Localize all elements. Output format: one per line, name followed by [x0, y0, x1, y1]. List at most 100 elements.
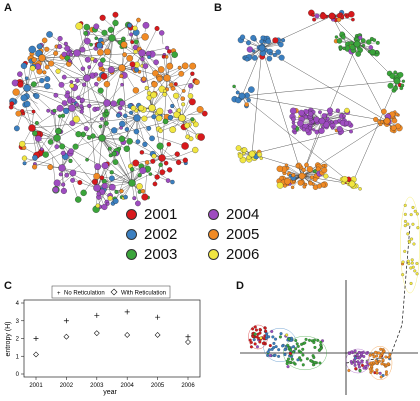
network-node [372, 38, 377, 42]
network-edge [86, 77, 98, 189]
network-node [24, 100, 31, 108]
network-node [83, 126, 89, 131]
x-tick-label: 2002 [60, 383, 74, 389]
network-node [278, 54, 285, 61]
network-hub [68, 104, 76, 112]
scatter-point [285, 359, 289, 363]
network-hub [83, 74, 91, 82]
network-node [9, 101, 15, 107]
network-node [118, 105, 123, 111]
network-node [91, 178, 98, 185]
projection-scatter [240, 196, 420, 395]
network-node [309, 175, 314, 180]
network-node [189, 62, 197, 70]
network-node [175, 159, 182, 166]
network-node [30, 81, 37, 88]
network-node [321, 167, 328, 174]
scatter-point [354, 367, 358, 371]
scatter-point [318, 361, 322, 365]
network-hub [298, 172, 306, 180]
network-node [135, 139, 141, 145]
scatter-point [304, 337, 308, 341]
network-node [325, 116, 330, 121]
network-node [96, 76, 102, 82]
network-node [97, 87, 104, 94]
network-node [101, 29, 108, 36]
network-node [167, 114, 174, 121]
scatter-point [360, 363, 364, 367]
scatter-point [258, 340, 262, 344]
network-node [138, 105, 145, 112]
network-edge [301, 175, 324, 185]
network-node [360, 38, 366, 43]
network-node [141, 76, 147, 82]
legend-label: 2004 [226, 206, 260, 223]
network-node [142, 63, 149, 69]
scatter-point [317, 348, 321, 352]
network-hub [108, 34, 116, 42]
scatter-point [291, 350, 295, 354]
network-node [349, 44, 356, 51]
scatter-point [295, 342, 299, 346]
network-hub [393, 77, 401, 85]
network-node [123, 113, 128, 119]
network-node [101, 203, 108, 211]
network-node [390, 125, 397, 131]
network-node [167, 49, 172, 54]
panel-label-b: B [214, 2, 222, 14]
network-node [190, 71, 195, 76]
network-hub [118, 64, 126, 72]
network-node [341, 176, 348, 183]
network-edge [121, 67, 144, 80]
network-node [20, 62, 28, 70]
legend-swatch [208, 229, 219, 240]
network-node [104, 48, 111, 56]
network-node [77, 180, 83, 185]
network-node [79, 46, 86, 53]
scatter-point [415, 261, 419, 265]
scatter-point [388, 353, 392, 357]
network-node [152, 70, 159, 77]
scatter-point [319, 340, 323, 344]
network-node [173, 92, 180, 99]
network-edge [25, 104, 33, 129]
legend-swatch [126, 229, 137, 240]
legend-item-2004: 2004 [208, 206, 259, 223]
network-node [151, 114, 157, 120]
scatter-point [413, 269, 417, 273]
network-node [237, 153, 244, 159]
network-edge [121, 67, 137, 91]
network-edge [61, 167, 98, 189]
network-node [20, 109, 25, 114]
network-node [323, 173, 329, 179]
network-edge [159, 119, 193, 132]
diamond-point [185, 339, 191, 345]
network-node [99, 175, 105, 181]
network-node [151, 81, 158, 88]
network-edge [57, 164, 81, 184]
network-node [17, 71, 23, 77]
network-node [182, 157, 188, 163]
network-node [79, 104, 84, 109]
network-edge [156, 136, 186, 147]
scatter-point [311, 363, 315, 367]
network-node [338, 46, 343, 51]
network-node [399, 86, 404, 91]
network-node [335, 108, 340, 113]
network-node [284, 178, 291, 185]
network-node [52, 108, 57, 113]
scatter-point [267, 348, 271, 352]
scatter-point [298, 356, 302, 360]
legend-plus-marker: + [57, 291, 61, 297]
scatter-point [386, 362, 390, 366]
network-node [144, 160, 150, 165]
legend-series-no-reticulation: No Reticulation [64, 291, 105, 297]
network-node [336, 13, 342, 19]
network-node [272, 52, 277, 58]
network-edge [331, 15, 388, 122]
network-edge [71, 107, 163, 159]
network-node [123, 194, 128, 200]
network-node [42, 70, 47, 75]
network-node [288, 174, 292, 178]
diamond-point [154, 332, 161, 338]
